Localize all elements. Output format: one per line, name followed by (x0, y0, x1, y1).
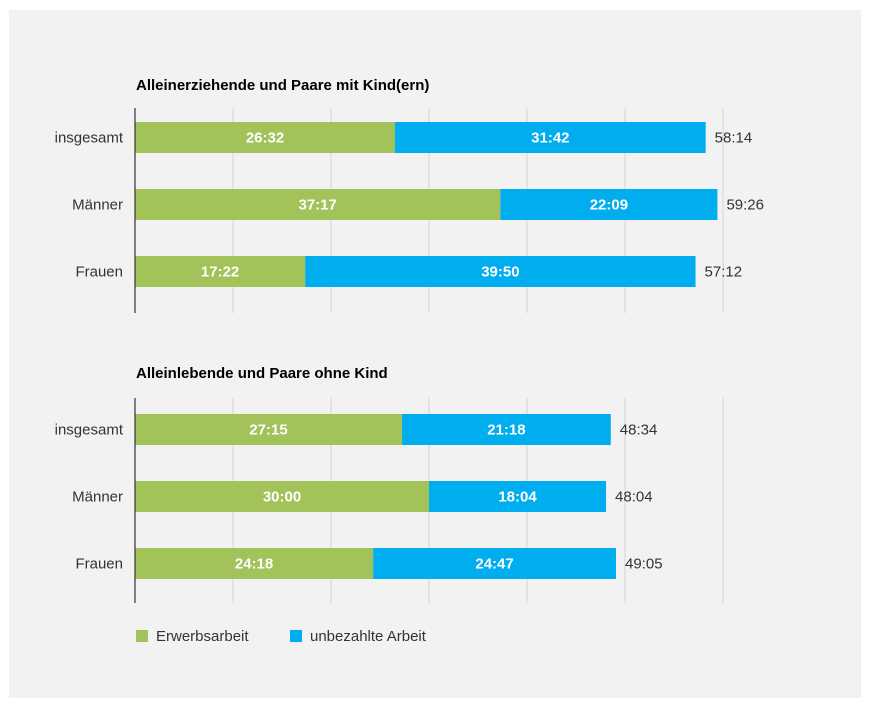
bar-value-label: 24:18 (235, 556, 273, 573)
chart-title: Alleinerziehende und Paare mit Kind(ern) (136, 77, 429, 94)
total-label: 48:04 (615, 489, 653, 506)
total-label: 57:12 (705, 264, 743, 281)
bar-value-label: 31:42 (531, 130, 569, 147)
bar-value-label: 30:00 (263, 489, 301, 506)
total-label: 58:14 (715, 130, 753, 147)
bar-erwerbsarbeit (135, 256, 306, 287)
bar-unbezahlte-arbeit (429, 481, 607, 512)
bar-erwerbsarbeit (135, 414, 403, 445)
bar-unbezahlte-arbeit (402, 414, 611, 445)
category-label: insgesamt (55, 130, 124, 147)
bar-value-label: 39:50 (481, 264, 519, 281)
bar-erwerbsarbeit (135, 122, 396, 153)
bar-value-label: 24:47 (475, 556, 513, 573)
category-label: Männer (72, 197, 123, 214)
bar-unbezahlte-arbeit (500, 189, 718, 220)
bar-value-label: 22:09 (590, 197, 628, 214)
bar-unbezahlte-arbeit (395, 122, 706, 153)
bar-value-label: 21:18 (487, 422, 525, 439)
total-label: 48:34 (620, 422, 658, 439)
bar-erwerbsarbeit (135, 481, 429, 512)
bar-erwerbsarbeit (135, 548, 374, 579)
bar-value-label: 26:32 (246, 130, 284, 147)
legend-swatch (136, 630, 148, 642)
bar-value-label: 17:22 (201, 264, 239, 281)
bar-value-label: 27:15 (249, 422, 287, 439)
bar-value-label: 37:17 (298, 197, 336, 214)
category-label: Frauen (75, 264, 123, 281)
total-label: 49:05 (625, 556, 663, 573)
legend-swatch (290, 630, 302, 642)
bar-value-label: 18:04 (498, 489, 537, 506)
category-label: insgesamt (55, 422, 124, 439)
bar-unbezahlte-arbeit (373, 548, 617, 579)
bar-erwerbsarbeit (135, 189, 501, 220)
category-label: Männer (72, 489, 123, 506)
chart-title: Alleinlebende und Paare ohne Kind (136, 365, 388, 382)
total-label: 59:26 (726, 197, 764, 214)
bar-unbezahlte-arbeit (305, 256, 696, 287)
legend-label: Erwerbsarbeit (156, 628, 249, 645)
legend-label: unbezahlte Arbeit (310, 628, 427, 645)
category-label: Frauen (75, 556, 123, 573)
